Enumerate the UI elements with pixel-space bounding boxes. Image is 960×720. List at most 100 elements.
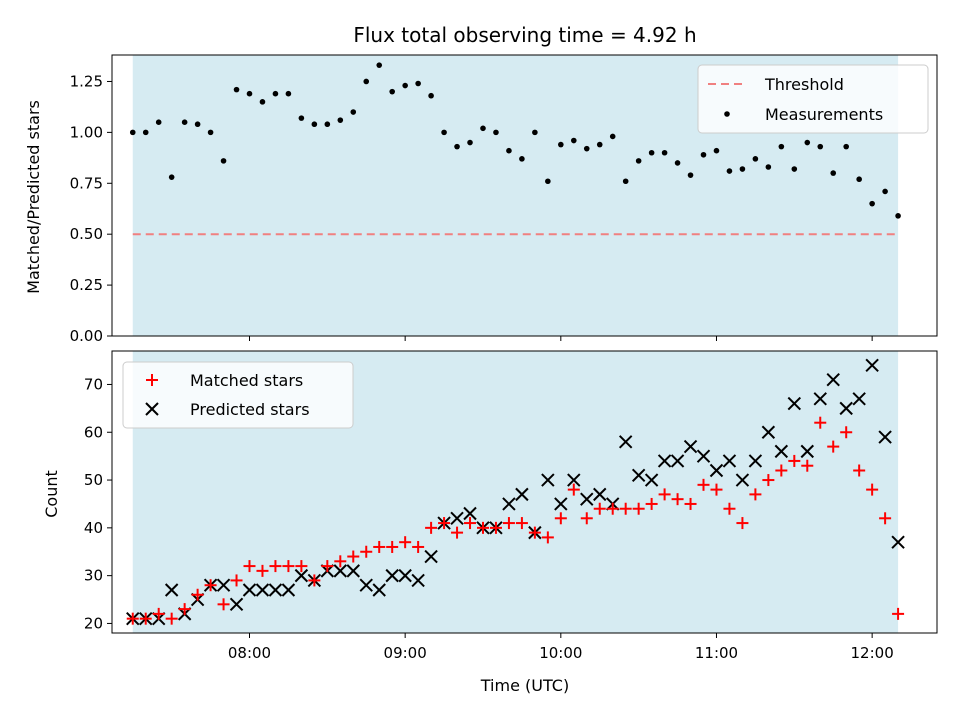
measurement-point <box>324 121 331 128</box>
bottom-y-axis-label: Count <box>42 470 61 518</box>
predicted-point <box>787 396 802 411</box>
top-y-tick-label: 1.00 <box>70 123 103 141</box>
predicted-point <box>865 358 879 373</box>
matched-point <box>451 526 464 539</box>
predicted-point <box>541 473 555 487</box>
predicted-point <box>333 564 348 578</box>
top-y-ticks: 0.00 0.25 0.50 0.75 1.00 1.25 <box>70 72 112 345</box>
measurement-point <box>532 129 538 136</box>
predicted-point <box>450 511 464 525</box>
predicted-point <box>385 568 399 583</box>
measurement-point <box>596 141 603 148</box>
predicted-point <box>411 573 425 588</box>
matched-point <box>775 464 788 477</box>
measurement-point <box>817 143 824 150</box>
predicted-point <box>580 492 594 506</box>
measurement-point <box>311 121 318 128</box>
predicted-point <box>294 568 309 583</box>
measurement-point <box>791 166 798 172</box>
measurement-point <box>765 164 772 170</box>
predicted-point <box>670 454 685 468</box>
predicted-point <box>878 430 892 444</box>
measurement-point <box>519 156 525 162</box>
predicted-point <box>372 583 386 597</box>
predicted-point <box>502 497 516 511</box>
measurement-point <box>635 158 642 164</box>
predicted-point <box>813 392 827 406</box>
measurement-point <box>493 129 499 136</box>
predicted-point <box>554 497 568 511</box>
chart-title: Flux total observing time = 4.92 h <box>353 23 696 47</box>
measurement-point <box>181 119 188 125</box>
matched-point <box>256 564 269 577</box>
measurement-points <box>129 62 901 219</box>
measurement-point <box>700 151 707 158</box>
matched-point <box>684 497 697 510</box>
measurement-point <box>129 129 136 136</box>
predicted-point <box>683 439 698 454</box>
top-legend: Threshold Measurements <box>697 64 929 134</box>
top-y-tick-label: 1.25 <box>70 72 103 90</box>
legend-measurements-label: Measurements <box>765 105 883 124</box>
matched-point <box>645 497 658 510</box>
matched-point <box>801 459 814 472</box>
x-tick-label: 12:00 <box>851 644 894 662</box>
matched-point <box>879 512 892 525</box>
measurement-point <box>856 176 862 183</box>
predicted-point <box>359 578 373 592</box>
predicted-point <box>346 564 360 578</box>
measurement-point <box>480 125 486 132</box>
bottom-legend: Matched stars Predicted stars <box>122 361 354 429</box>
matched-point <box>489 521 502 534</box>
measurement-point <box>882 188 888 195</box>
predicted-point <box>709 463 724 478</box>
matched-point <box>178 603 191 616</box>
top-y-tick-label: 0.75 <box>70 174 103 192</box>
predicted-point <box>618 435 633 449</box>
predicted-point <box>696 449 711 463</box>
predicted-point <box>281 583 296 597</box>
predicted-point <box>748 454 763 468</box>
matched-point <box>386 540 399 553</box>
matched-point <box>425 521 438 534</box>
measurement-point <box>778 143 785 150</box>
x-tick-label: 08:00 <box>228 644 271 662</box>
matched-point <box>515 517 528 530</box>
predicted-point <box>839 401 853 416</box>
measurement-point <box>194 121 201 128</box>
matched-point <box>736 517 749 530</box>
measurement-point <box>298 115 305 121</box>
predicted-point <box>463 506 477 521</box>
predicted-point <box>398 568 412 583</box>
measurement-point <box>622 178 629 185</box>
predicted-point <box>216 578 231 592</box>
predicted-point <box>255 583 270 597</box>
legend-threshold-label: Threshold <box>764 75 844 94</box>
measurement-point <box>441 129 447 136</box>
predicted-point <box>164 583 179 597</box>
matched-point <box>243 560 256 573</box>
measurement-point <box>415 80 421 87</box>
matched-point <box>580 512 593 525</box>
matched-point <box>152 607 165 620</box>
top-legend-box <box>697 64 929 134</box>
bottom-y-tick-label: 70 <box>84 375 103 393</box>
measurement-point <box>402 82 408 89</box>
measurement-point <box>648 149 655 156</box>
predicted-point <box>631 468 646 482</box>
measurement-point <box>350 109 357 115</box>
measurement-point <box>363 78 370 85</box>
legend-matched-label: Matched stars <box>190 371 303 390</box>
top-panel: 0.00 0.25 0.50 0.75 1.00 1.25 Flux total obse… <box>24 23 938 345</box>
matched-point <box>399 536 412 549</box>
matched-point <box>671 493 684 506</box>
matched-point <box>204 579 217 592</box>
x-tick-label: 10:00 <box>539 644 582 662</box>
measurement-point <box>843 143 849 150</box>
measurement-point <box>506 147 512 154</box>
predicted-point <box>242 583 257 597</box>
measurement-point <box>454 143 460 150</box>
measurement-point <box>272 90 279 97</box>
measurement-point <box>246 90 253 97</box>
